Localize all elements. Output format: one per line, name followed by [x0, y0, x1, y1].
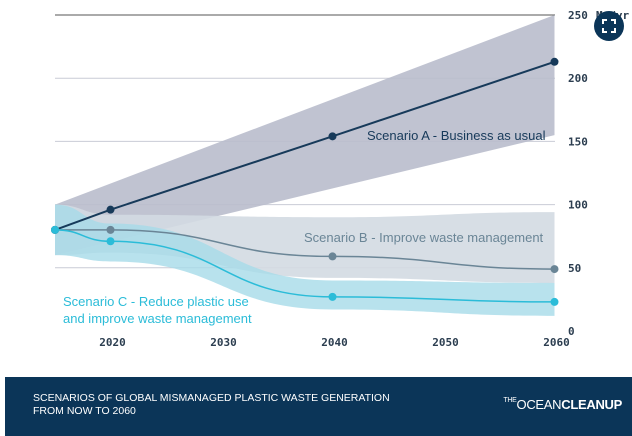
- x-tick-label: 2020: [99, 336, 126, 349]
- logo-cleanup: CLEANUP: [561, 397, 622, 412]
- data-point: [51, 225, 59, 234]
- y-tick-label: 0: [568, 325, 575, 338]
- logo-the: THE: [503, 397, 517, 404]
- y-tick-label: 150: [568, 135, 588, 148]
- data-point: [550, 57, 559, 66]
- label-scenario-c-1: Scenario C - Reduce plastic use: [63, 294, 249, 309]
- band-2: [55, 204, 555, 316]
- x-tick-label: 2030: [210, 336, 237, 349]
- band-0: [55, 15, 555, 256]
- footer: SCENARIOS OF GLOBAL MISMANAGED PLASTIC W…: [5, 377, 632, 436]
- x-tick-label: 2040: [321, 336, 348, 349]
- label-scenario-b: Scenario B - Improve waste management: [304, 230, 544, 245]
- title-line-2: FROM NOW TO 2060: [33, 405, 136, 417]
- band-1: [55, 204, 555, 283]
- data-point: [106, 205, 115, 214]
- title-line-1: SCENARIOS OF GLOBAL MISMANAGED PLASTIC W…: [33, 392, 390, 404]
- data-point: [106, 225, 115, 234]
- data-point: [328, 132, 337, 141]
- x-tick-label: 2050: [432, 336, 459, 349]
- data-point: [550, 297, 559, 306]
- logo: THEOCEANCLEANUP: [503, 397, 622, 412]
- expand-button[interactable]: [594, 11, 624, 41]
- series-line-2: [54, 229, 555, 303]
- data-point: [106, 237, 115, 246]
- data-point: [550, 265, 559, 274]
- data-point: [328, 252, 337, 261]
- label-scenario-c-2: and improve waste management: [63, 311, 252, 326]
- chart-title: SCENARIOS OF GLOBAL MISMANAGED PLASTIC W…: [33, 392, 393, 418]
- series-line-1: [55, 229, 555, 270]
- y-tick-label: 200: [568, 72, 588, 85]
- data-point: [328, 292, 337, 301]
- chart: 050100150200250Mt/yr20202030204020502060…: [51, 9, 629, 349]
- x-tick-label: 2060: [543, 336, 570, 349]
- series-line-0: [54, 60, 555, 231]
- y-tick-label: 50: [568, 262, 581, 275]
- logo-ocean: OCEAN: [516, 397, 562, 412]
- y-tick-label: 100: [568, 199, 588, 212]
- label-scenario-a: Scenario A - Business as usual: [367, 128, 546, 143]
- fullscreen-icon: [602, 19, 616, 33]
- y-tick-label: 250: [568, 9, 588, 22]
